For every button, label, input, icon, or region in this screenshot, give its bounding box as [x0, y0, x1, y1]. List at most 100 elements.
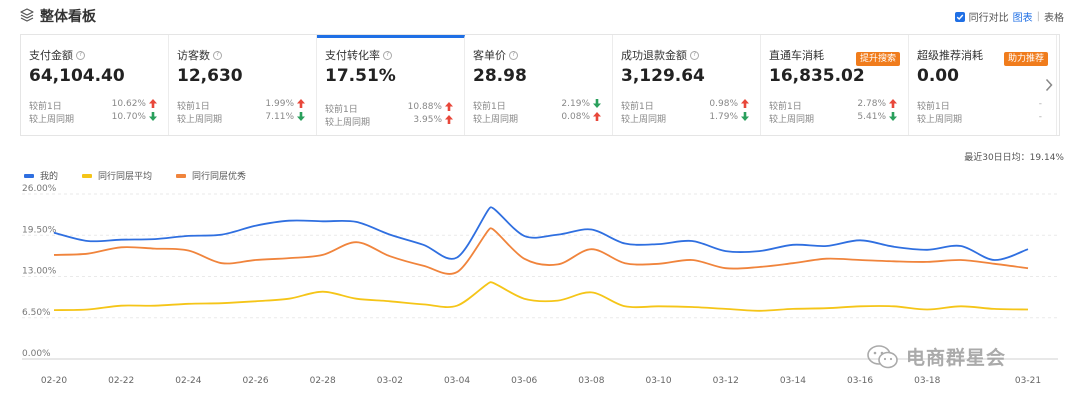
promo-badge[interactable]: 助力推荐: [1003, 52, 1048, 66]
metric-value: 12,630: [177, 66, 243, 86]
x-tick-label: 03-10: [645, 376, 671, 386]
legend-label: 同行同层平均: [98, 172, 153, 182]
help-icon[interactable]: ?: [383, 50, 392, 60]
metric-card[interactable]: 访客数? 12,630 较前1日 较上周同期 1.99% 7.11%: [169, 35, 317, 135]
compare-week-label: 较上周同期: [29, 115, 75, 125]
peer-compare-checkbox[interactable]: [954, 11, 965, 22]
compare-week-label: 较上周同期: [769, 115, 815, 125]
layers-icon: [20, 8, 34, 22]
compare-day-label: 较前1日: [769, 102, 802, 112]
help-icon[interactable]: ?: [690, 50, 699, 60]
metric-name: 访客数?: [177, 47, 316, 63]
compare-week-pct: 1.79%: [709, 112, 738, 122]
y-tick-label: 19.50%: [22, 225, 57, 235]
metric-name: 直通车消耗: [769, 47, 908, 63]
metric-label: 支付转化率: [325, 49, 380, 62]
header-bar: 整体看板 同行对比 图表 | 表格: [0, 0, 1080, 32]
compare-week-label: 较上周同期: [621, 115, 667, 125]
compare-week-pct: -: [1038, 112, 1042, 122]
metric-card[interactable]: 直通车消耗 16,835.02 提升搜索较前1日较上周同期 2.78% 5.41%: [761, 35, 909, 135]
x-tick-label: 03-02: [377, 376, 403, 386]
metric-cards: 支付金额? 64,104.40 较前1日较上周同期 10.62% 10.70% 访客数? 1…: [20, 34, 1060, 136]
metric-name: 超级推荐消耗: [917, 47, 1056, 63]
compare-day-pct: 0.98%: [709, 99, 738, 109]
view-controls: 同行对比 图表 | 表格: [954, 9, 1064, 24]
compare-day-pct: 2.78%: [857, 99, 886, 109]
metric-label: 访客数: [177, 49, 210, 62]
metric-label: 成功退款金额: [621, 49, 687, 62]
arrow-down-icon: [889, 112, 897, 121]
arrow-down-icon: [149, 112, 157, 121]
metric-card[interactable]: 成功退款金额? 3,129.64 较前1日 较上周同期 0.98% 1.79%: [613, 35, 761, 135]
x-tick-label: 02-24: [175, 376, 201, 386]
compare-week-label: 较上周同期: [325, 118, 371, 128]
x-tick-label: 02-28: [310, 376, 336, 386]
x-tick-label: 03-16: [847, 376, 873, 386]
y-tick-label: 0.00%: [22, 349, 51, 359]
metric-value: 28.98: [473, 66, 527, 86]
x-tick-label: 03-14: [780, 376, 806, 386]
arrow-down-icon: [297, 112, 305, 121]
arrow-up-icon: [445, 102, 453, 111]
x-tick-label: 03-12: [713, 376, 739, 386]
compare-day-pct: -: [1038, 99, 1042, 109]
help-icon[interactable]: ?: [509, 50, 518, 60]
x-tick-label: 03-21: [1015, 376, 1041, 386]
help-icon[interactable]: ?: [76, 50, 85, 60]
compare-day-label: 较前1日: [917, 102, 950, 112]
compare-day-label: 较前1日: [177, 102, 210, 112]
legend-item[interactable]: 同行同层优秀: [176, 169, 246, 182]
trend-chart: 0.00% 6.50% 13.00% 19.50% 26.00% 02-20 02-22 02…: [22, 184, 1058, 386]
promo-badge[interactable]: 提升搜索: [855, 52, 900, 66]
arrow-up-icon: [297, 99, 305, 108]
arrow-up-icon: [593, 112, 601, 121]
view-chart-link[interactable]: 图表: [1012, 13, 1033, 24]
peer-compare-label[interactable]: 同行对比: [968, 13, 1009, 24]
compare-day-label: 较前1日: [29, 102, 62, 112]
metric-card[interactable]: 支付转化率? 17.51% 较前1日 较上周同期 10.88% 3.95%: [317, 35, 465, 135]
legend-item[interactable]: 我的: [24, 169, 58, 182]
legend-label: 同行同层优秀: [192, 172, 247, 182]
compare-day-label: 较前1日: [621, 102, 654, 112]
view-table-link[interactable]: 表格: [1044, 13, 1064, 24]
compare-week-pct: 7.11%: [265, 112, 294, 122]
help-icon[interactable]: ?: [213, 50, 222, 60]
x-tick-label: 03-18: [914, 376, 940, 386]
legend-item[interactable]: 同行同层平均: [82, 169, 152, 182]
x-tick-label: 02-20: [41, 376, 67, 386]
metric-label: 支付金额: [29, 49, 73, 62]
x-tick-label: 02-22: [108, 376, 134, 386]
legend-label: 我的: [40, 172, 59, 182]
metric-label: 超级推荐消耗: [917, 49, 983, 62]
y-tick-label: 6.50%: [22, 308, 51, 318]
compare-week-pct: 5.41%: [857, 112, 886, 122]
compare-day-pct: 10.62%: [111, 99, 146, 109]
compare-week-pct: 10.70%: [111, 112, 146, 122]
y-tick-label: 13.00%: [22, 267, 57, 277]
metric-name: 成功退款金额?: [621, 47, 760, 63]
legend-swatch: [176, 173, 187, 178]
compare-day-pct: 1.99%: [265, 99, 294, 109]
view-separator: |: [1036, 11, 1040, 22]
x-tick-label: 03-06: [511, 376, 537, 386]
arrow-down-icon: [741, 112, 749, 121]
series-line: [53, 227, 1029, 275]
compare-day-pct: 2.19%: [561, 99, 590, 109]
compare-day-label: 较前1日: [325, 105, 358, 115]
metric-name: 支付转化率?: [325, 47, 464, 63]
metric-card[interactable]: 超级推荐消耗 0.00 助力推荐 较前1日 较上周同期 - -: [909, 35, 1057, 135]
metric-card[interactable]: 客单价? 28.98 较前1日 较上周同期 2.19% 0.08%: [465, 35, 613, 135]
metric-value: 64,104.40: [29, 66, 125, 86]
metric-value: 16,835.02: [769, 66, 865, 86]
chevron-right-icon[interactable]: [1045, 78, 1053, 92]
series-line: [53, 206, 1029, 261]
arrow-up-icon: [741, 99, 749, 108]
metric-name: 客单价?: [473, 47, 612, 63]
wechat-logo-icon: [867, 344, 898, 368]
legend-swatch: [82, 173, 93, 178]
series-line: [53, 281, 1029, 312]
chart-legend: 我的 同行同层平均 同行同层优秀: [24, 169, 246, 182]
metric-card[interactable]: 支付金额? 64,104.40 较前1日较上周同期 10.62% 10.70%: [21, 35, 169, 135]
x-tick-label: 03-08: [578, 376, 604, 386]
metric-value: 0.00: [917, 66, 959, 86]
